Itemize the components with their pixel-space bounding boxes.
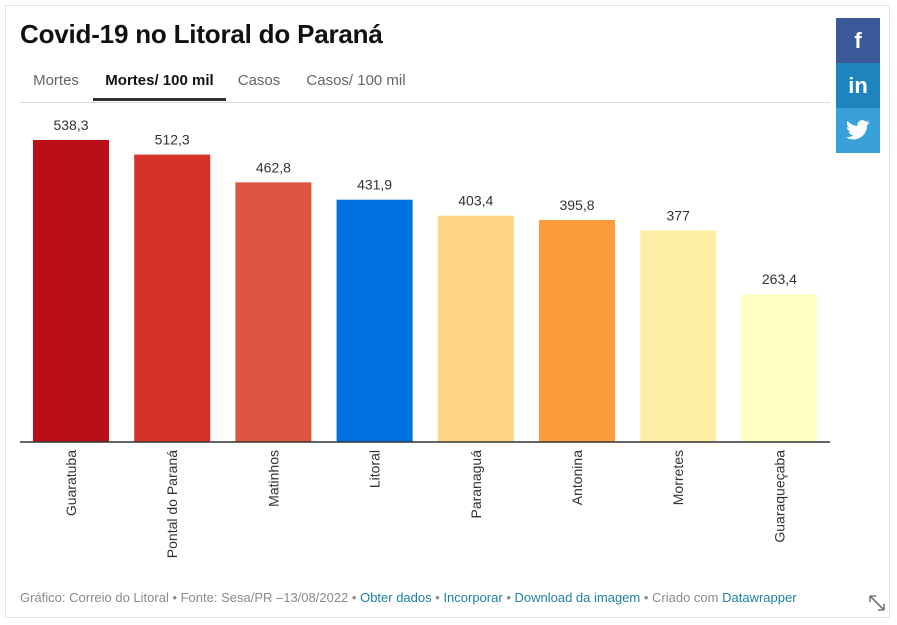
tab-casos[interactable]: Casos xyxy=(237,72,281,89)
x-tick-label: Pontal do Paraná xyxy=(164,450,180,558)
bar-8 xyxy=(741,294,818,442)
bar-3 xyxy=(235,182,312,442)
datawrapper-link[interactable]: Datawrapper xyxy=(722,590,797,605)
x-tick-label: Litoral xyxy=(367,450,383,488)
bar-5 xyxy=(437,215,514,442)
chart-footer: Gráfico: Correio do Litoral • Fonte: Ses… xyxy=(20,590,797,605)
data-label: 462,8 xyxy=(256,159,291,175)
footer-created-with: • Criado com xyxy=(643,590,719,605)
tab-casos-100mil[interactable]: Casos/ 100 mil xyxy=(306,72,406,89)
data-label: 512,3 xyxy=(155,132,190,148)
x-tick-label: Antonina xyxy=(569,450,585,505)
data-label: 263,4 xyxy=(762,271,797,287)
bar-4 xyxy=(336,199,413,442)
x-tick-label: Guaraqueçaba xyxy=(771,450,787,543)
tab-bar: Mortes Mortes/ 100 mil Casos Casos/ 100 … xyxy=(20,62,830,103)
data-label: 395,8 xyxy=(559,197,594,213)
twitter-share-button[interactable] xyxy=(836,108,880,153)
x-tick-label: Matinhos xyxy=(265,450,281,507)
data-label: 538,3 xyxy=(53,117,88,133)
embed-link[interactable]: Incorporar xyxy=(443,590,503,605)
data-label: 377 xyxy=(667,207,691,223)
download-image-link[interactable]: Download da imagem xyxy=(514,590,641,605)
get-data-link[interactable]: Obter dados xyxy=(360,590,432,605)
bar-7 xyxy=(640,230,717,442)
bar-2 xyxy=(134,154,211,442)
bar-1 xyxy=(33,140,109,442)
x-tick-label: Paranaguá xyxy=(468,450,484,519)
facebook-share-button[interactable]: f xyxy=(836,18,880,63)
x-tick-label: Guaratuba xyxy=(63,450,79,516)
twitter-bird-icon xyxy=(845,120,870,140)
footer-separator: • xyxy=(506,590,511,605)
data-label: 431,9 xyxy=(357,177,392,193)
x-tick-label: Morretes xyxy=(670,450,686,505)
data-label: 403,4 xyxy=(458,193,493,209)
linkedin-share-button[interactable]: in xyxy=(836,63,880,108)
expand-icon[interactable] xyxy=(867,593,887,613)
footer-separator: • xyxy=(435,590,440,605)
share-bar: f in xyxy=(836,18,880,153)
bar-chart: 538,3 Guaratuba 512,3 Pontal do Paraná 462,8… xyxy=(20,117,830,558)
tab-mortes-100mil[interactable]: Mortes/ 100 mil xyxy=(93,62,226,101)
tab-mortes[interactable]: Mortes xyxy=(33,72,79,89)
footer-source: Gráfico: Correio do Litoral • Fonte: Ses… xyxy=(20,590,357,605)
chart-title: Covid-19 no Litoral do Paraná xyxy=(20,19,383,49)
bar-6 xyxy=(539,219,615,442)
